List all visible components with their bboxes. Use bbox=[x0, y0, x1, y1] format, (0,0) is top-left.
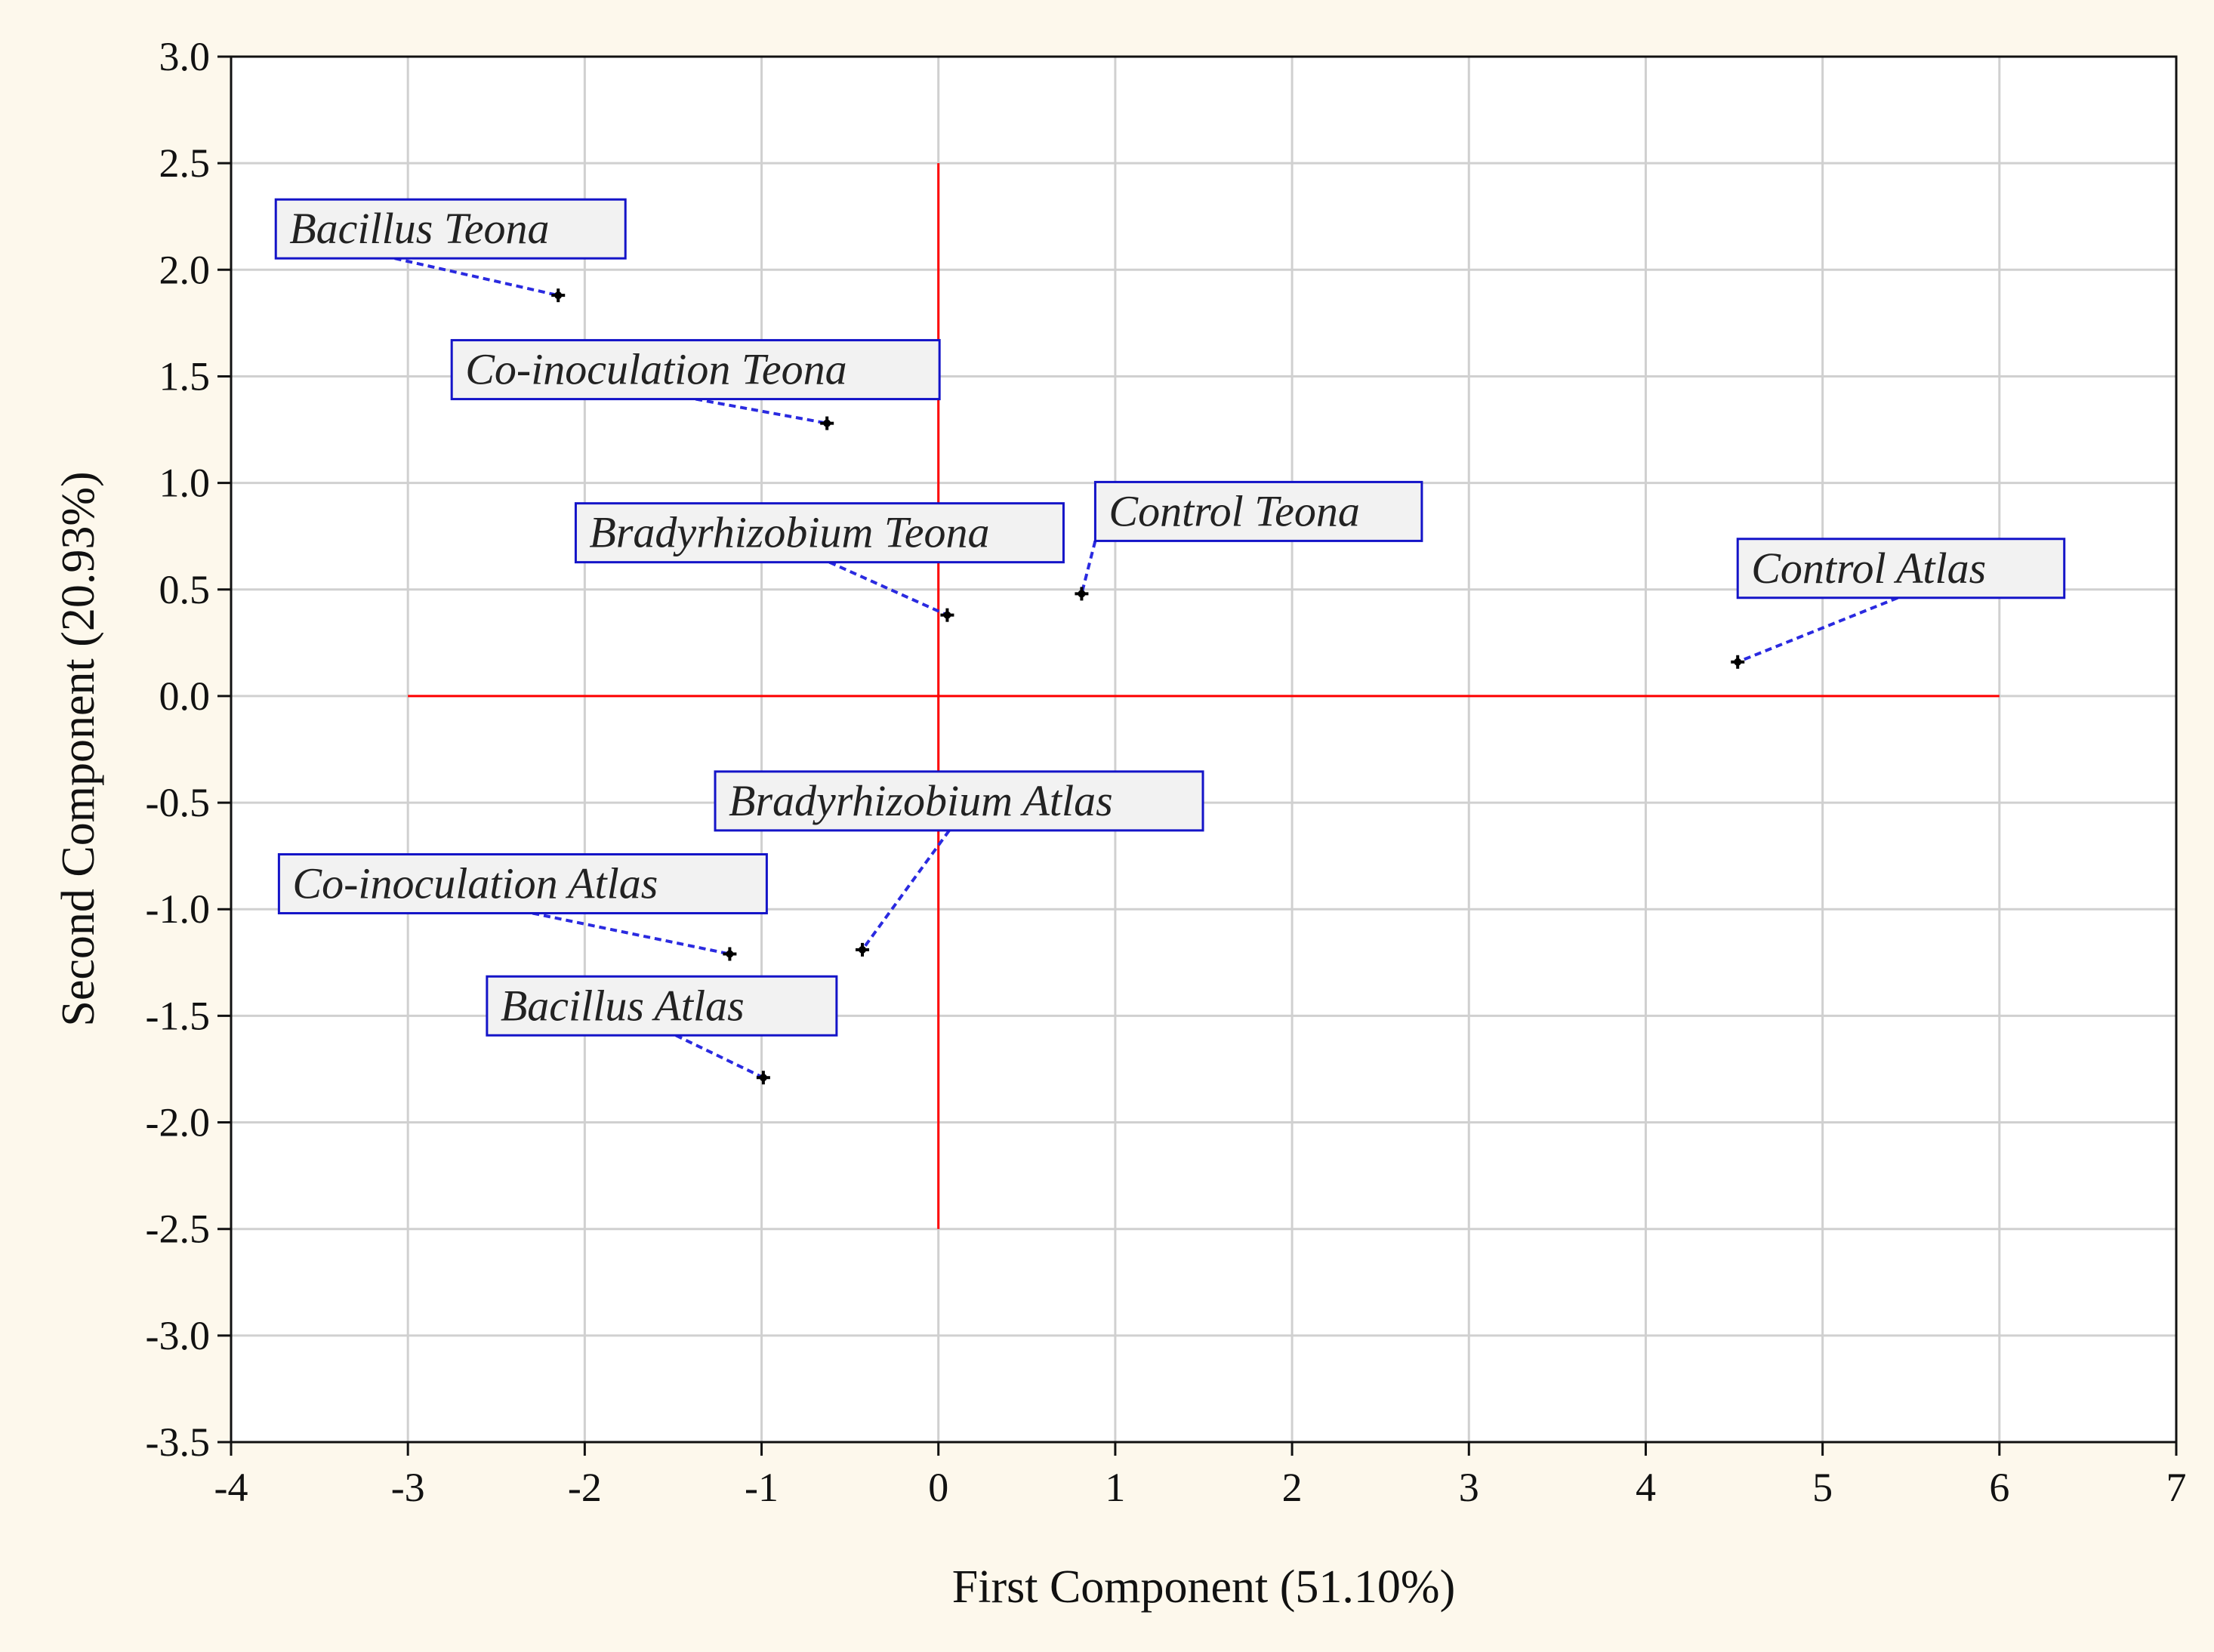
leader-line bbox=[1080, 540, 1097, 594]
leader-line bbox=[861, 829, 951, 951]
y-tick-label: -2.0 bbox=[146, 1100, 210, 1145]
y-tick-label: 3.0 bbox=[159, 34, 211, 79]
data-points bbox=[551, 288, 1745, 1085]
point-label: Bacillus Teona bbox=[289, 204, 549, 253]
leader-line bbox=[828, 560, 948, 617]
point-marker bbox=[759, 1074, 767, 1082]
point-marker bbox=[859, 945, 867, 954]
point-marker bbox=[823, 419, 831, 427]
y-tick-label: -3.0 bbox=[146, 1313, 210, 1358]
x-tick-label: 1 bbox=[1105, 1465, 1125, 1510]
x-tick-label: 0 bbox=[928, 1465, 948, 1510]
y-tick-label: -0.5 bbox=[146, 780, 210, 825]
point-marker bbox=[554, 291, 563, 300]
x-tick-label: 4 bbox=[1636, 1465, 1656, 1510]
point-label-box bbox=[1736, 538, 2066, 599]
point-label-box bbox=[1093, 480, 1423, 542]
point-label: Control Teona bbox=[1109, 486, 1360, 535]
y-tick-label: 1.0 bbox=[159, 461, 211, 506]
x-tick-label: 7 bbox=[2166, 1465, 2187, 1510]
point-label-box bbox=[714, 770, 1204, 832]
point-marker bbox=[1078, 590, 1086, 598]
point-label-box bbox=[274, 198, 627, 260]
point-marker bbox=[943, 611, 951, 619]
point-label: Bacillus Atlas bbox=[501, 981, 745, 1030]
y-tick-label: -1.0 bbox=[146, 886, 210, 932]
y-tick-label: -3.5 bbox=[146, 1419, 210, 1465]
x-tick-label: -4 bbox=[214, 1465, 248, 1510]
point-marker bbox=[726, 950, 734, 958]
leader-line bbox=[1737, 596, 1898, 664]
x-tick-label: 2 bbox=[1282, 1465, 1303, 1510]
y-tick-label: -1.5 bbox=[146, 993, 210, 1038]
plot-frame bbox=[230, 55, 2178, 1444]
point-label-box bbox=[574, 502, 1065, 564]
y-tick-label: 0.0 bbox=[159, 673, 211, 719]
x-tick-label: -3 bbox=[391, 1465, 425, 1510]
point-marker bbox=[1734, 658, 1742, 666]
y-tick-label: 1.5 bbox=[159, 353, 211, 399]
y-axis-title: Second Component (20.93%) bbox=[53, 471, 104, 1026]
x-tick-label: 5 bbox=[1812, 1465, 1833, 1510]
point-labels: Bacillus Teona Co-inoculation Teona Bradyr… bbox=[274, 198, 2066, 1037]
point-label: Co-inoculation Teona bbox=[465, 345, 846, 394]
point-label-box bbox=[486, 975, 838, 1037]
y-tick-label: -2.5 bbox=[146, 1207, 210, 1252]
point-label-box bbox=[450, 339, 941, 401]
x-tick-label: 3 bbox=[1459, 1465, 1479, 1510]
point-label: Control Atlas bbox=[1751, 544, 1986, 593]
leader-line bbox=[675, 1034, 764, 1080]
x-tick-label: -2 bbox=[568, 1465, 602, 1510]
x-tick-label: 6 bbox=[1989, 1465, 2009, 1510]
plot-area bbox=[231, 57, 2176, 1442]
y-tick-label: 2.5 bbox=[159, 140, 211, 186]
x-tick-label: -1 bbox=[745, 1465, 779, 1510]
y-tick-label: 0.5 bbox=[159, 567, 211, 612]
y-tick-label: 2.0 bbox=[159, 247, 211, 292]
point-label-box bbox=[277, 853, 768, 915]
point-label: Co-inoculation Atlas bbox=[292, 859, 658, 908]
grid-lines bbox=[231, 57, 2176, 1442]
axis-ticks: -4 -3 -2 -1 0 1 2 3 4 5 6 7 3.0 2.5 2.0 1.5 1.0 0.5 0.0 -0.… bbox=[146, 34, 2187, 1510]
point-label: Bradyrhizobium Atlas bbox=[729, 776, 1113, 825]
x-axis-title: First Component (51.10%) bbox=[952, 1561, 1455, 1613]
point-label: Bradyrhizobium Teona bbox=[589, 508, 989, 557]
leader-line bbox=[394, 257, 559, 297]
label-leader-lines bbox=[394, 257, 1898, 1080]
